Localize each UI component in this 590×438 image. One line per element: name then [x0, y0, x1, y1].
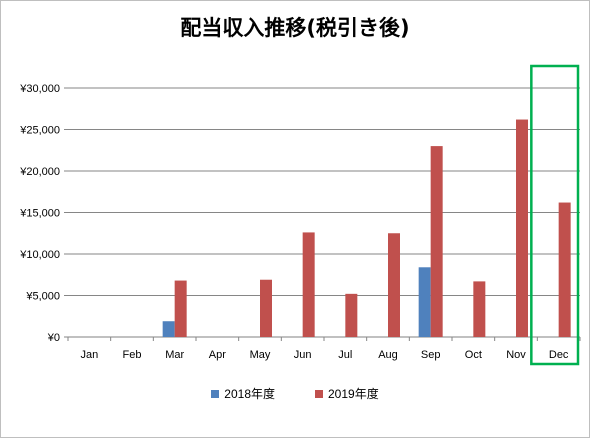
x-tick-label: Jun [294, 349, 312, 361]
legend-swatch-2019 [315, 389, 323, 398]
x-tick-label: Sep [421, 349, 441, 361]
y-tick-label: ¥25,000 [19, 125, 60, 137]
bar-2019年度-May [260, 279, 272, 337]
x-tick-label: Aug [378, 349, 398, 361]
x-tick-label: Apr [209, 349, 226, 361]
legend-item-2019: 2019年度 [315, 385, 379, 402]
x-tick-label: Mar [165, 349, 184, 361]
x-tick-label: Nov [506, 349, 526, 361]
bar-2019年度-Oct [473, 281, 486, 337]
y-tick-label: ¥20,000 [19, 166, 60, 178]
x-tick-label: Oct [465, 349, 482, 361]
x-tick-label: Jul [338, 349, 352, 361]
y-tick-label: ¥0 [47, 332, 60, 344]
bar-2019年度-Dec [558, 202, 571, 337]
legend-label-2019: 2019年度 [328, 387, 379, 401]
bar-2019年度-Mar [174, 280, 187, 337]
y-tick-label: ¥5,000 [25, 291, 60, 303]
bar-2019年度-Jul [345, 293, 358, 337]
bar-2019年度-Aug [388, 233, 400, 337]
highlight-box [530, 64, 580, 366]
bar-2019年度-Sep [430, 146, 443, 337]
y-tick-label: ¥15,000 [19, 208, 60, 220]
x-tick-label: Feb [123, 349, 142, 361]
chart-title: 配当収入推移(税引き後) [180, 16, 410, 40]
bar-2019年度-Jun [302, 232, 315, 337]
legend-label-2018: 2018年度 [224, 387, 275, 401]
x-tick-label: Dec [549, 349, 569, 361]
bar-2018年度-Sep [418, 267, 431, 337]
y-tick-label: ¥30,000 [19, 83, 60, 95]
legend-item-2018: 2018年度 [211, 385, 275, 402]
legend-swatch-2018 [211, 389, 220, 398]
x-tick-label: May [250, 349, 271, 361]
bar-2019年度-Nov [516, 119, 528, 337]
y-tick-label: ¥10,000 [19, 249, 60, 261]
x-tick-label: Jan [80, 349, 98, 361]
bar-2018年度-Mar [162, 321, 175, 337]
legend: 2018年度 2019年度 [0, 385, 590, 402]
